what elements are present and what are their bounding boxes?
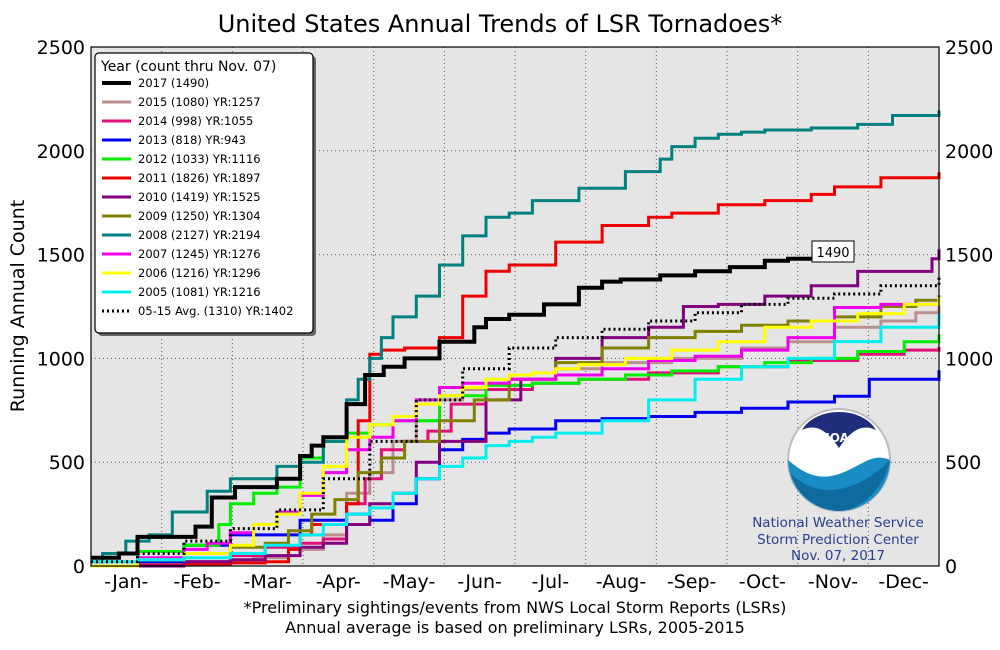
series-line	[91, 274, 941, 564]
y-ticks-left: 0 500 1000 1500 2000 2500	[37, 37, 85, 578]
y-tick-label-left: 500	[49, 452, 85, 474]
annotation-box	[811, 240, 855, 263]
legend-label: 2007 (1245) YR:1276	[138, 247, 261, 261]
x-tick-label: -Nov-	[808, 571, 858, 593]
legend-label: 05-15 Avg. (1310) YR:1402	[138, 304, 293, 318]
series-line	[91, 110, 941, 564]
noaa-caption-line-1: National Weather Service	[752, 515, 924, 531]
y-axis-label: Running Annual Count	[7, 200, 29, 412]
legend-label: 2010 (1419) YR:1525	[138, 190, 261, 204]
x-tick-label: -Dec-	[878, 571, 928, 593]
legend-label: 2006 (1216) YR:1296	[138, 266, 261, 280]
legend-label: 2017 (1490)	[138, 76, 209, 90]
noaa-logo-wave-dark	[791, 460, 890, 511]
legend-box	[94, 52, 314, 334]
legend-title: Year (count thru Nov. 07)	[100, 59, 276, 75]
y-tick-label-right: 2500	[945, 37, 993, 59]
series-line	[91, 256, 816, 560]
y-tick-label-right: 2000	[945, 141, 993, 163]
x-tick-label: -Jul-	[531, 571, 569, 593]
series-line	[91, 172, 941, 568]
legend-label: 2008 (2127) YR:2194	[138, 228, 261, 242]
x-tick-label: -Mar-	[243, 571, 291, 593]
footnote-line-2: Annual average is based on preliminary L…	[285, 618, 745, 637]
x-ticks: -Jan- -Feb- -Mar- -Apr- -May- -Jun- -Jul- -Aug-…	[104, 571, 929, 593]
legend-items: 2017 (1490) 2015 (1080) YR:1257 2014 (998)…	[102, 76, 293, 318]
y-tick-label-right: 1500	[945, 245, 993, 267]
x-tick-label: -Sep-	[667, 571, 717, 593]
legend-label: 2015 (1080) YR:1257	[138, 95, 261, 109]
noaa-caption-line-3: Nov. 07, 2017	[791, 548, 885, 564]
legend-label: 2011 (1826) YR:1897	[138, 171, 261, 185]
legend: Year (count thru Nov. 07) 2017 (1490)201…	[94, 52, 316, 336]
x-tick-label: -Jun-	[457, 571, 501, 593]
plot-frame	[90, 46, 940, 567]
x-tick-label: -May-	[383, 571, 436, 593]
chart-title: United States Annual Trends of LSR Torna…	[218, 10, 783, 38]
footnote-line-1: *Preliminary sightings/events from NWS L…	[244, 598, 787, 617]
y-tick-label-left: 2000	[37, 141, 85, 163]
legend-label: 2005 (1081) YR:1216	[138, 285, 261, 299]
x-tick-label: -Oct-	[739, 571, 786, 593]
noaa-logo: NOAA	[787, 408, 891, 512]
y-tick-label-left: 0	[73, 556, 85, 578]
x-tick-label: -Feb-	[173, 571, 220, 593]
noaa-caption-line-2: Storm Prediction Center	[757, 532, 919, 548]
y-tick-label-right: 500	[945, 452, 981, 474]
noaa-logo-text: NOAA	[820, 431, 859, 445]
y-tick-label-left: 2500	[37, 37, 85, 59]
series-line	[91, 301, 941, 568]
legend-label: 2014 (998) YR:1055	[138, 114, 253, 128]
legend-label: 2013 (818) YR:943	[138, 133, 246, 147]
legend-label: 2009 (1250) YR:1304	[138, 209, 261, 223]
noaa-logo-bird	[802, 412, 876, 448]
y-tick-label-left: 1000	[37, 348, 85, 370]
series-lines	[91, 110, 941, 568]
y-tick-label-left: 1500	[37, 245, 85, 267]
y-ticks-right: 0 500 1000 1500 2000 2500	[945, 37, 993, 578]
end-annotation: 1490	[811, 240, 855, 263]
x-tick-label: -Apr-	[316, 571, 361, 593]
x-tick-label: -Jan-	[104, 571, 148, 593]
y-tick-label-right: 0	[945, 556, 957, 578]
annotation-label: 1490	[816, 246, 849, 261]
legend-label: 2012 (1033) YR:1116	[138, 152, 261, 166]
series-line	[91, 313, 941, 564]
y-tick-label-right: 1000	[945, 348, 993, 370]
x-tick-label: -Aug-	[596, 571, 646, 593]
